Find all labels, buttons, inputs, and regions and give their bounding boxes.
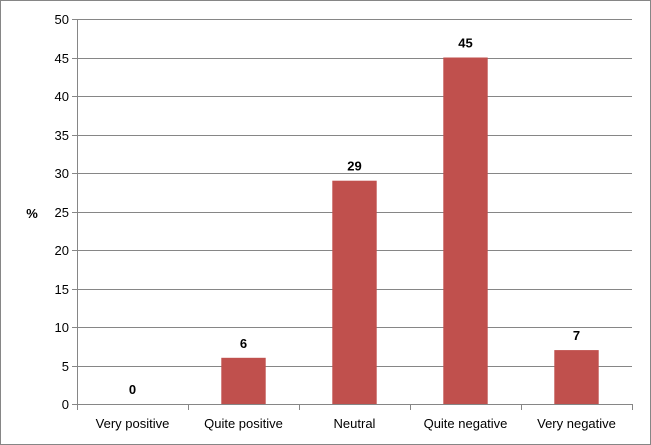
x-category-label: Very negative	[537, 416, 616, 431]
data-label: 6	[240, 336, 247, 351]
data-label: 7	[573, 328, 580, 343]
bar	[443, 57, 488, 404]
y-tick-label: 40	[55, 89, 69, 104]
y-tick-label: 5	[62, 359, 69, 374]
y-tick-label: 25	[55, 205, 69, 220]
x-category-label: Neutral	[334, 416, 376, 431]
y-tick-label: 15	[55, 282, 69, 297]
x-category-label: Very positive	[96, 416, 170, 431]
y-axis-title: %	[26, 206, 38, 221]
y-tick-label: 30	[55, 166, 69, 181]
data-label: 29	[347, 159, 361, 174]
bar	[554, 350, 599, 404]
y-tick-label: 20	[55, 243, 69, 258]
y-tick-label: 45	[55, 51, 69, 66]
data-label: 0	[129, 382, 136, 397]
y-tick-label: 35	[55, 128, 69, 143]
bars	[221, 57, 599, 404]
x-category-label: Quite negative	[424, 416, 508, 431]
data-label: 45	[458, 36, 472, 51]
y-tick-label: 50	[55, 12, 69, 27]
y-tick-label: 0	[62, 397, 69, 412]
y-tick-label: 10	[55, 320, 69, 335]
x-category-label: Quite positive	[204, 416, 283, 431]
bar	[221, 357, 266, 404]
bar	[332, 180, 377, 404]
axes	[77, 19, 633, 410]
labels: 0 5 10 15 20 25 30 35 40 45 50 0 Very positive 6 Quite…	[55, 12, 616, 431]
